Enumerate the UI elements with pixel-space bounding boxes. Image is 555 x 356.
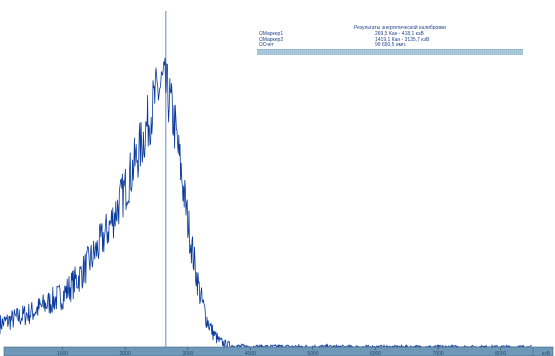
x-tick-label-3: 4000 bbox=[245, 351, 256, 356]
marker2-label: ΩМаркер2 bbox=[259, 36, 284, 43]
calibration-results-bar bbox=[257, 49, 523, 56]
calibration-results-panel: Результаты энергетической калибровки ΩМа… bbox=[257, 25, 523, 56]
x-tick-label-5: 6000 bbox=[370, 351, 381, 356]
x-axis-bar bbox=[3, 346, 554, 356]
x-tick-label-7: 8000 bbox=[495, 351, 506, 356]
marker2-row: ΩМаркер2 1419,1 Кан - 3135,7 кэВ bbox=[257, 36, 523, 43]
marker1-value: 269,5 Кан - 418,1 кэВ bbox=[375, 31, 424, 38]
count-label: ΩСчет bbox=[259, 41, 274, 48]
marker1-row: ΩМаркер1 269,5 Кан - 418,1 кэВ bbox=[257, 31, 523, 38]
marker2-value: 1419,1 Кан - 3135,7 кэВ bbox=[375, 36, 430, 43]
series-line-0 bbox=[0, 57, 532, 349]
count-row: ΩСчет 99 650,5 имп. bbox=[257, 41, 523, 48]
calibration-results-title: Результаты энергетической калибровки bbox=[354, 25, 446, 31]
x-tick-label-4: 5000 bbox=[307, 351, 318, 356]
x-tick-label-2: 3000 bbox=[182, 351, 193, 356]
x-axis-unit: кэВ bbox=[542, 351, 551, 356]
count-value: 99 650,5 имп. bbox=[375, 41, 407, 48]
x-tick-label-0: 1000 bbox=[57, 351, 68, 356]
marker1-label: ΩМаркер1 bbox=[259, 31, 284, 38]
x-tick-label-6: 7000 bbox=[433, 351, 444, 356]
x-tick-label-1: 2000 bbox=[120, 351, 131, 356]
